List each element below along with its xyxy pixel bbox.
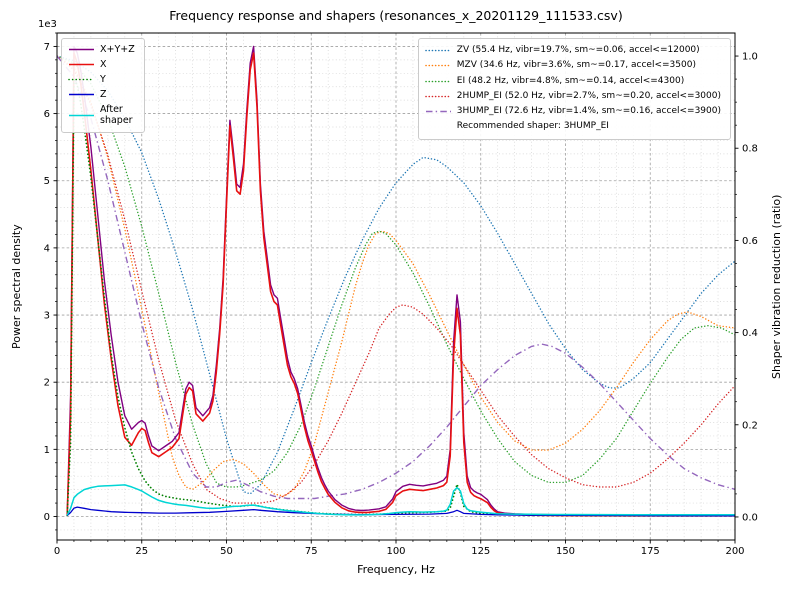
- legend-item-label: EI (48.2 Hz, vibr=4.8%, sm~=0.14, accel<…: [456, 75, 685, 86]
- legend-item-EI: EI (48.2 Hz, vibr=4.8%, sm~=0.14, accel<…: [424, 75, 721, 87]
- legend-line-swatch-EI: [424, 80, 452, 82]
- series-Y: [66, 79, 735, 517]
- legend-item-ZV: ZV (55.4 Hz, vibr=19.7%, sm~=0.06, accel…: [424, 45, 721, 56]
- x-tick-label: 175: [641, 546, 660, 557]
- legend-item-Z: Z: [68, 89, 135, 101]
- legend-item-label: X+Y+Z: [100, 44, 135, 55]
- legend-line-swatch-X+Y+Z: [69, 49, 94, 51]
- series-ZV: [57, 55, 735, 495]
- curves: [57, 45, 735, 517]
- legend-line-swatch-After shaper: [69, 114, 94, 117]
- legend-item-label: Z: [100, 88, 107, 100]
- series-X: [66, 52, 735, 517]
- legend-psd: X+Y+Z X Y Z After shaper: [61, 38, 145, 134]
- legend-line-swatch-X: [69, 64, 94, 66]
- series-2HUMP_EI: [57, 55, 735, 504]
- legend-item-MZV: MZV (34.6 Hz, vibr=3.6%, sm~=0.17, accel…: [424, 60, 721, 71]
- x-tick-label: 125: [471, 546, 490, 557]
- left-y-tick-label: 3: [44, 311, 50, 322]
- legend-empty-swatch: [425, 122, 452, 131]
- ticks: [53, 32, 739, 544]
- recommended-shaper-note: Recommended shaper: 3HUMP_EI: [425, 121, 721, 132]
- left-y-tick-label: 2: [44, 378, 50, 389]
- legend-item-label: After shaper: [100, 103, 133, 127]
- series-After shaper: [66, 484, 735, 516]
- legend-item-label: Y: [100, 73, 106, 85]
- x-tick-label: 100: [386, 546, 405, 557]
- legend-line-swatch-MZV: [424, 65, 452, 67]
- x-tick-label: 150: [556, 546, 575, 557]
- series-MZV: [57, 55, 735, 497]
- left-axis-offset-text: 1e3: [38, 19, 57, 30]
- x-tick-label: 25: [135, 546, 148, 557]
- x-tick-label: 75: [305, 546, 318, 557]
- series-EI: [57, 55, 735, 488]
- legend-line-swatch-ZV: [424, 49, 452, 52]
- legend-item-label: X: [100, 58, 107, 70]
- left-y-tick-label: 1: [44, 445, 50, 456]
- legend-item-After shaper: After shaper: [68, 104, 135, 128]
- legend-line-swatch-Z: [69, 93, 94, 96]
- x-tick-label: 50: [220, 546, 233, 557]
- legend-line-swatch-3HUMP_EI: [425, 110, 451, 113]
- grid: [56, 32, 736, 540]
- legend-item-Y: Y: [68, 74, 135, 86]
- legend-item-2HUMP_EI: 2HUMP_EI (52.0 Hz, vibr=2.7%, sm~=0.20, …: [424, 90, 721, 102]
- legend-line-swatch-2HUMP_EI: [424, 95, 452, 98]
- right-y-tick-label: 1.0: [742, 52, 758, 63]
- right-y-tick-label: 0.2: [742, 420, 758, 431]
- series-Z: [66, 506, 735, 517]
- x-tick-label: 0: [54, 546, 60, 557]
- legend-item-label: ZV (55.4 Hz, vibr=19.7%, sm~=0.06, accel…: [456, 45, 700, 55]
- right-y-tick-label: 0.6: [742, 236, 758, 247]
- legend-item-X: X: [68, 59, 135, 71]
- legend-item-3HUMP_EI: 3HUMP_EI (72.6 Hz, vibr=1.4%, sm~=0.16, …: [425, 106, 721, 117]
- series-3HUMP_EI: [57, 55, 735, 500]
- left-y-tick-label: 4: [44, 243, 50, 254]
- right-y-tick-label: 0.4: [742, 328, 758, 339]
- right-y-tick-label: 0.0: [742, 512, 758, 523]
- left-y-tick-label: 0: [44, 512, 50, 523]
- legend-item-label: 3HUMP_EI (72.6 Hz, vibr=1.4%, sm~=0.16, …: [456, 106, 721, 116]
- left-axis-label: Power spectral density: [10, 224, 23, 349]
- left-y-tick-label: 5: [44, 176, 50, 187]
- recommended-shaper-label: Recommended shaper: 3HUMP_EI: [456, 121, 609, 132]
- legend-line-swatch-Y: [68, 78, 95, 81]
- right-y-tick-label: 0.8: [742, 144, 758, 155]
- x-tick-label: 200: [725, 546, 744, 557]
- left-y-tick-label: 7: [44, 42, 50, 53]
- legend-item-label: 2HUMP_EI (52.0 Hz, vibr=2.7%, sm~=0.20, …: [456, 90, 721, 101]
- x-axis-label: Frequency, Hz: [357, 563, 435, 576]
- legend-shapers: ZV (55.4 Hz, vibr=19.7%, sm~=0.06, accel…: [417, 38, 731, 140]
- legend-item-X+Y+Z: X+Y+Z: [68, 44, 135, 56]
- legend-item-label: MZV (34.6 Hz, vibr=3.6%, sm~=0.17, accel…: [456, 60, 696, 71]
- right-axis-label: Shaper vibration reduction (ratio): [770, 194, 783, 379]
- left-y-tick-label: 6: [44, 109, 50, 120]
- series-X+Y+Z: [66, 45, 735, 517]
- chart-title: Frequency response and shapers (resonanc…: [169, 8, 623, 23]
